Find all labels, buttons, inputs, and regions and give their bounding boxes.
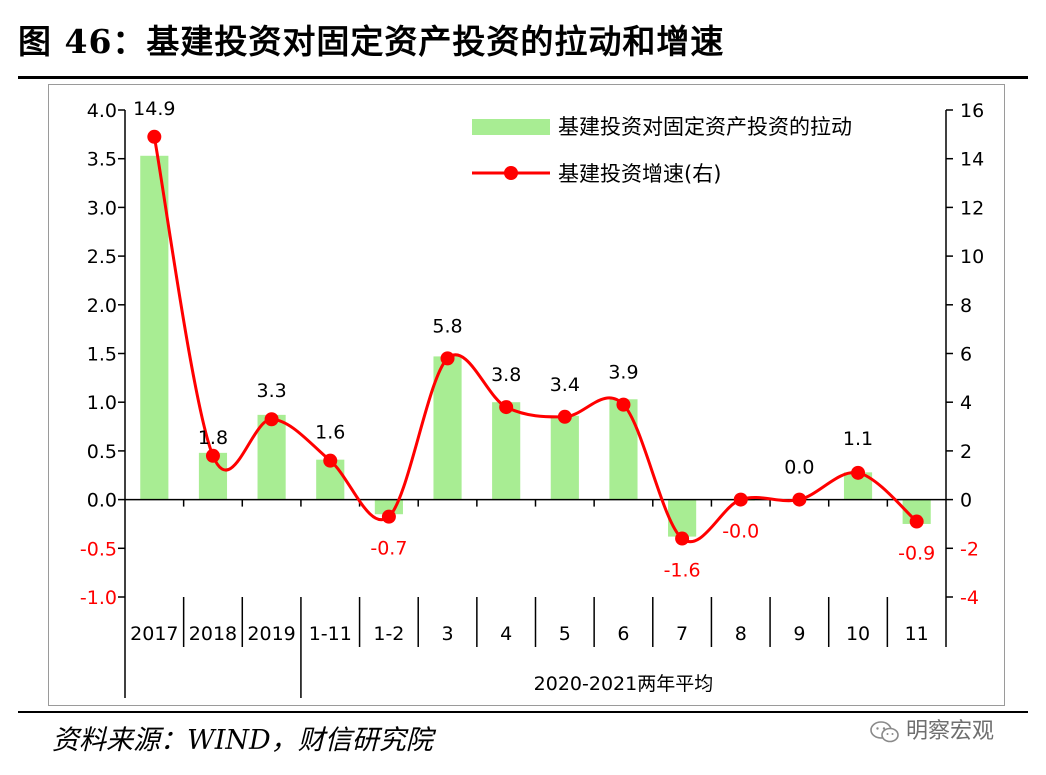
data-label-5: -0.7 <box>370 538 407 560</box>
growth-point-12 <box>792 492 807 507</box>
growth-point-13 <box>851 465 866 480</box>
source-divider <box>18 711 1028 713</box>
x-tick-label: 11 <box>905 623 929 645</box>
growth-point-7 <box>499 400 514 415</box>
y-right-tick-label: 2 <box>960 441 972 463</box>
y-right-tick-label: 14 <box>960 149 984 171</box>
bar-9 <box>609 399 638 500</box>
legend-swatch-bars <box>472 119 550 135</box>
x-tick-label: 9 <box>793 623 805 645</box>
bar-8 <box>550 415 579 500</box>
legend-label-line: 基建投资增速(右) <box>558 162 721 186</box>
growth-point-2 <box>205 448 220 463</box>
bar-3 <box>257 414 286 500</box>
bar-1 <box>140 155 169 500</box>
y-left-tick-label: 4.0 <box>87 100 117 122</box>
bar-10 <box>668 499 697 537</box>
x-tick-label: 10 <box>846 623 870 645</box>
figure-title: 图 46：基建投资对固定资产投资的拉动和增速 <box>18 22 725 61</box>
data-label-4: 1.6 <box>315 422 345 444</box>
x-tick-label: 2018 <box>189 623 237 645</box>
x-tick-label: 7 <box>676 623 688 645</box>
data-label-3: 3.3 <box>256 380 286 402</box>
data-label-14: -0.9 <box>898 543 935 565</box>
y-right-tick-label: 12 <box>960 197 984 219</box>
y-left-tick-label: -1.0 <box>80 587 117 609</box>
source-note: 资料来源：WIND，财信研究院 <box>52 725 433 756</box>
y-right-tick-label: 10 <box>960 246 984 268</box>
y-left-tick-label: 1.5 <box>87 344 117 366</box>
x-tick-label: 4 <box>500 623 512 645</box>
x-tick-label: 8 <box>735 623 747 645</box>
growth-point-1 <box>147 129 162 144</box>
growth-line <box>152 136 918 543</box>
growth-point-4 <box>323 453 338 468</box>
x-tick-label: 2019 <box>247 623 295 645</box>
y-right-tick-label: -4 <box>960 587 979 609</box>
x-tick-label: 3 <box>441 623 453 645</box>
growth-point-6 <box>440 351 455 366</box>
data-label-10: -1.6 <box>664 560 701 582</box>
data-label-6: 5.8 <box>432 315 462 337</box>
y-left-tick-label: 2.5 <box>87 246 117 268</box>
y-right-tick-label: 0 <box>960 490 972 512</box>
y-left-tick-label: 1.0 <box>87 392 117 414</box>
growth-point-3 <box>264 412 279 427</box>
y-left-tick-label: 0.0 <box>87 490 117 512</box>
y-right-tick-label: 6 <box>960 344 972 366</box>
x-group-label: 2020-2021两年平均 <box>534 673 714 695</box>
data-label-12: 0.0 <box>784 457 814 479</box>
wechat-icon <box>870 721 899 743</box>
y-right-tick-label: -2 <box>960 538 979 560</box>
data-label-2: 1.8 <box>198 427 228 449</box>
data-label-8: 3.4 <box>550 374 580 396</box>
x-tick-label: 1-2 <box>373 623 404 645</box>
bar-6 <box>433 356 462 500</box>
data-label-13: 1.1 <box>843 428 873 450</box>
data-label-9: 3.9 <box>608 362 638 384</box>
chart-frame <box>48 84 1005 706</box>
data-label-11: -0.0 <box>722 521 759 543</box>
y-right-tick-label: 16 <box>960 100 984 122</box>
watermark: 明察宏观 <box>870 717 994 747</box>
watermark-text: 明察宏观 <box>906 719 995 744</box>
title-underline <box>18 76 1028 79</box>
y-left-tick-label: 2.0 <box>87 295 117 317</box>
growth-point-8 <box>557 409 572 424</box>
growth-point-5 <box>381 509 396 524</box>
growth-point-9 <box>616 397 631 412</box>
legend-swatch-marker <box>504 166 518 180</box>
data-label-1: 14.9 <box>133 98 175 120</box>
x-tick-label: 1-11 <box>309 623 352 645</box>
x-tick-label: 6 <box>617 623 629 645</box>
growth-point-14 <box>909 514 924 529</box>
x-tick-label: 2017 <box>130 623 178 645</box>
y-left-tick-label: -0.5 <box>80 538 117 560</box>
x-tick-label: 5 <box>559 623 571 645</box>
growth-point-11 <box>733 492 748 507</box>
data-label-7: 3.8 <box>491 364 521 386</box>
y-left-tick-label: 3.0 <box>87 197 117 219</box>
y-right-tick-label: 4 <box>960 392 972 414</box>
legend-label-bars: 基建投资对固定资产投资的拉动 <box>558 115 852 139</box>
y-left-tick-label: 3.5 <box>87 149 117 171</box>
bar-7 <box>492 402 521 500</box>
y-right-tick-label: 8 <box>960 295 972 317</box>
y-left-tick-label: 0.5 <box>87 441 117 463</box>
growth-point-10 <box>675 531 690 546</box>
